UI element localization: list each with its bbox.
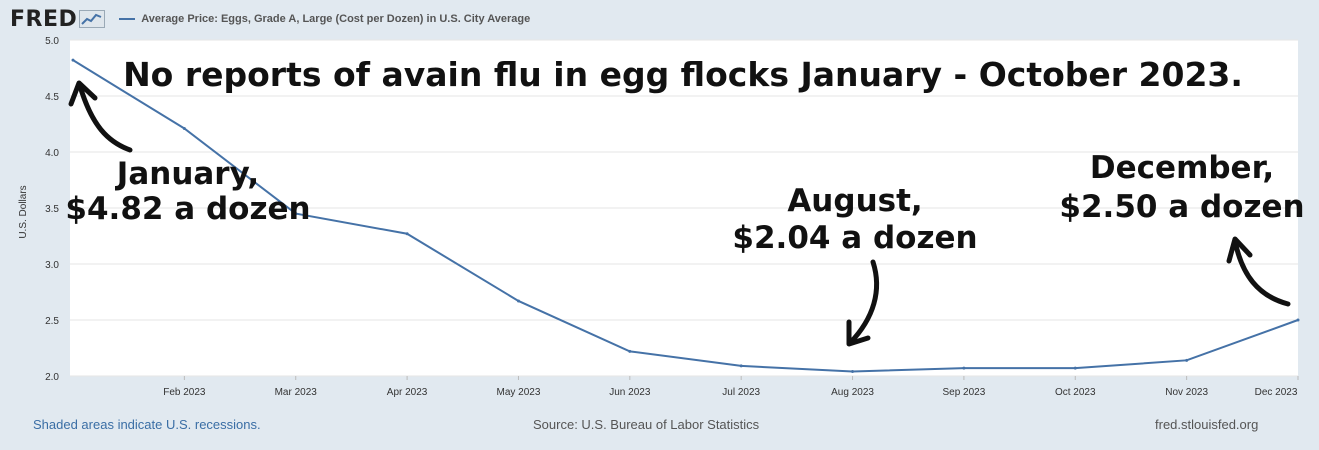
chart-trend-icon — [79, 10, 106, 28]
x-tick-label: Apr 2023 — [387, 387, 428, 398]
arrow-to-december-icon — [1226, 236, 1291, 307]
y-tick-label: 5.0 — [45, 36, 59, 47]
chart-header: FRED Average Price: Eggs, Grade A, Large… — [10, 6, 530, 32]
annotation-december-line1: December, — [1090, 150, 1274, 186]
data-point[interactable] — [405, 232, 409, 236]
data-point[interactable] — [1296, 318, 1300, 322]
data-point[interactable] — [851, 370, 855, 374]
x-tick-label: Jul 2023 — [722, 387, 760, 398]
legend-swatch — [119, 18, 136, 20]
x-tick-label: Nov 2023 — [1165, 387, 1208, 398]
y-tick-labels: 2.0 2.5 3.0 3.5 4.0 4.5 5.0 — [45, 36, 59, 383]
annotation-december-line2: $2.50 a dozen — [1059, 189, 1304, 225]
y-tick-label: 4.5 — [45, 92, 59, 103]
data-point[interactable] — [1073, 366, 1077, 370]
y-tick-label: 3.0 — [45, 260, 59, 271]
data-point[interactable] — [294, 212, 298, 216]
series-layer — [71, 58, 1300, 374]
x-tick-label: Jun 2023 — [609, 387, 651, 398]
x-tick-label: May 2023 — [496, 387, 540, 398]
annotation-january-line2: $4.82 a dozen — [65, 191, 310, 227]
x-tick-label: Dec 2023 — [1255, 387, 1298, 398]
y-tick-label: 4.0 — [45, 148, 59, 159]
data-point[interactable] — [739, 364, 743, 368]
recession-note-link[interactable]: Shaded areas indicate U.S. recessions. — [33, 417, 261, 432]
site-link[interactable]: fred.stlouisfed.org — [1155, 417, 1259, 432]
data-point[interactable] — [628, 349, 632, 353]
x-tick-label: Feb 2023 — [163, 387, 206, 398]
x-tick-label: Oct 2023 — [1055, 387, 1096, 398]
y-axis-title: U.S. Dollars — [18, 185, 29, 238]
fred-logo[interactable]: FRED — [10, 6, 106, 32]
data-point[interactable] — [962, 366, 966, 370]
chart-title: No reports of avain flu in egg flocks Ja… — [123, 55, 1243, 94]
annotation-august-line1: August, — [787, 183, 922, 219]
fred-logo-text: FRED — [10, 6, 78, 32]
x-tick-label: Aug 2023 — [831, 387, 874, 398]
data-point[interactable] — [71, 58, 75, 62]
data-point[interactable] — [1185, 358, 1189, 362]
annotation-august-line2: $2.04 a dozen — [732, 220, 977, 256]
arrow-to-august-icon — [846, 259, 880, 347]
data-point[interactable] — [516, 299, 520, 303]
series-line — [72, 59, 1299, 373]
arrow-to-january-icon — [68, 80, 133, 153]
grid-lines — [70, 39, 1298, 377]
x-tick-label: Sep 2023 — [942, 387, 985, 398]
x-tick-label: Mar 2023 — [275, 387, 318, 398]
source-text: Source: U.S. Bureau of Labor Statistics — [533, 417, 760, 432]
y-tick-label: 2.5 — [45, 316, 59, 327]
series-legend: Average Price: Eggs, Grade A, Large (Cos… — [119, 13, 530, 25]
y-tick-label: 3.5 — [45, 204, 59, 215]
y-tick-label: 2.0 — [45, 372, 59, 383]
data-point[interactable] — [182, 126, 186, 130]
legend-label: Average Price: Eggs, Grade A, Large (Cos… — [141, 13, 531, 25]
annotation-january-line1: January, — [115, 156, 259, 192]
x-tick-labels: Feb 2023 Mar 2023 Apr 2023 May 2023 Jun 2023… — [163, 376, 1299, 398]
